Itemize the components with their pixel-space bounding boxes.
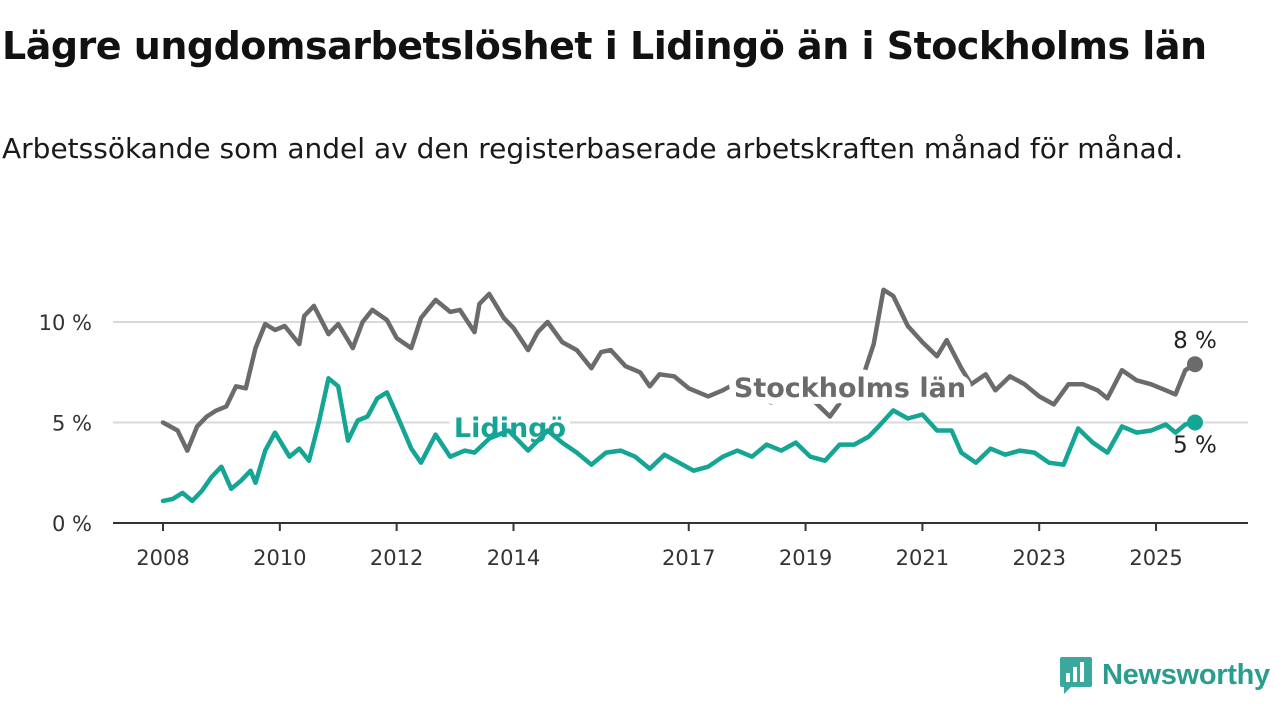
end-label-stockholms-lan: 8 % [1173,328,1217,354]
brand-name: Newsworthy [1102,658,1270,691]
y-tick-label: 0 % [52,512,92,536]
chart-subtitle: Arbetssökande som andel av den registerb… [2,132,1184,165]
y-tick-label: 10 % [39,311,92,335]
series-label-lidingo: Lidingö [454,413,566,444]
series-label-stockholms-lan: Stockholms län [734,373,966,404]
x-tick-label: 2014 [487,546,540,570]
x-tick-label: 2025 [1129,546,1182,570]
x-tick-label: 2019 [779,546,832,570]
series-line-stockholms-lan [160,287,1198,453]
x-tick-label: 2008 [136,546,189,570]
x-tick-label: 2017 [662,546,715,570]
chart-title: Lägre ungdomsarbetslöshet i Lidingö än i… [2,24,1207,68]
x-tick-label: 2023 [1012,546,1065,570]
brand-logo: Newsworthy [1059,655,1270,695]
newsworthy-logo-icon [1060,657,1092,694]
x-tick-label: 2021 [896,546,949,570]
end-point-stockholms-lan [1187,356,1203,373]
x-tick-label: 2010 [253,546,306,570]
end-label-lidingo: 5 % [1173,433,1217,459]
x-tick-label: 2012 [370,546,423,570]
end-point-lidingo [1187,414,1203,431]
series-line-lidingo [160,376,1198,504]
y-tick-label: 5 % [52,412,92,436]
